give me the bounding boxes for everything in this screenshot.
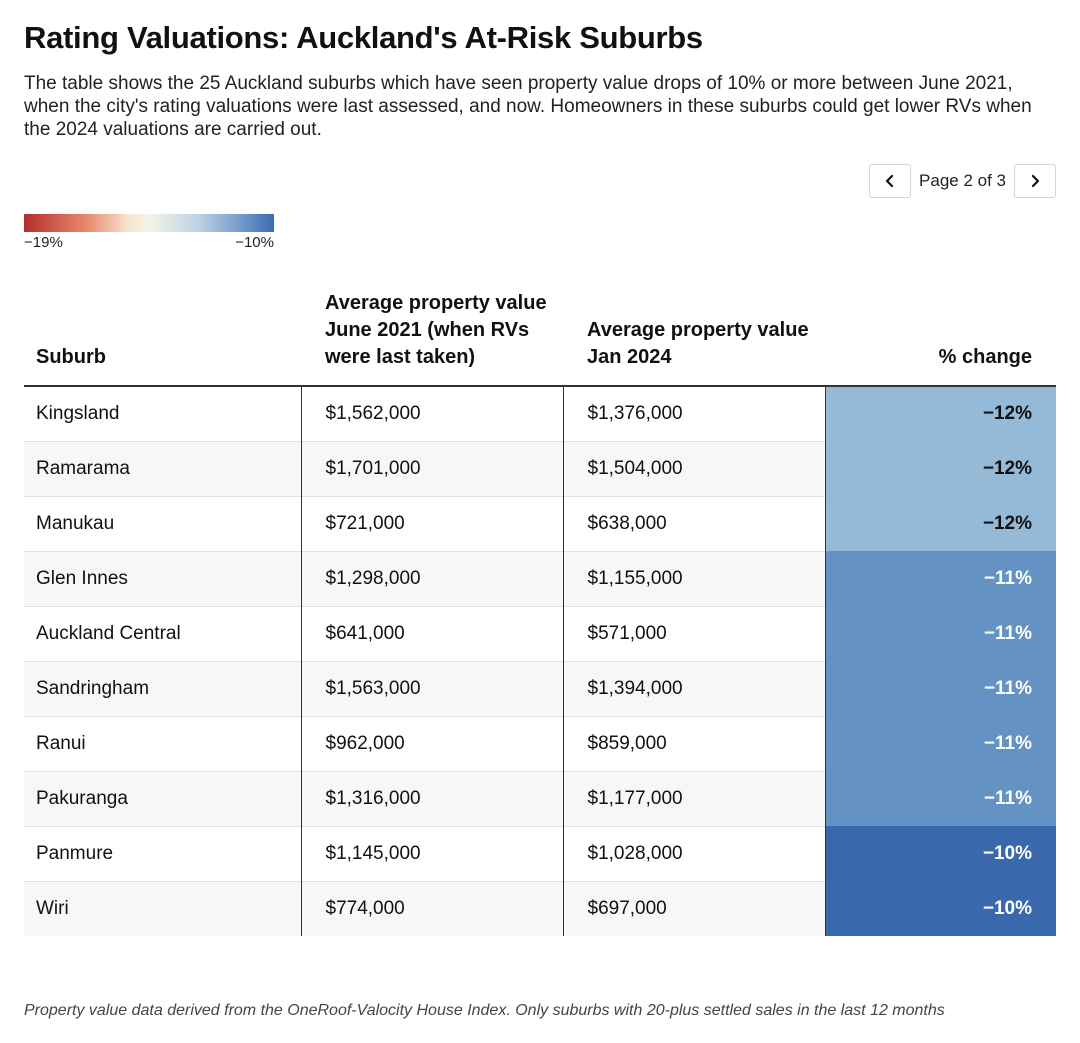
cell-june-2021-value: $1,298,000	[300, 550, 563, 606]
data-table: Suburb Average property value June 2021 …	[24, 290, 1056, 936]
cell-suburb: Manukau	[24, 495, 301, 551]
column-header-change[interactable]: % change	[825, 290, 1056, 387]
previous-page-button[interactable]	[869, 164, 912, 198]
cell-jan-2024-value: $1,504,000	[562, 440, 825, 496]
cell-percent-change: −11%	[824, 661, 1056, 716]
cell-percent-change: −10%	[824, 881, 1056, 936]
table-header-row: Suburb Average property value June 2021 …	[24, 290, 1056, 387]
cell-june-2021-value: $962,000	[300, 715, 563, 771]
table-body: Kingsland $1,562,000 $1,376,000 −12% Ramaram…	[24, 386, 1056, 936]
table-row: Auckland Central $641,000 $571,000 −11%	[24, 605, 1056, 661]
cell-june-2021-value: $1,316,000	[300, 770, 563, 826]
table-row: Kingsland $1,562,000 $1,376,000 −12%	[24, 386, 1056, 441]
cell-suburb: Wiri	[24, 880, 301, 936]
cell-jan-2024-value: $638,000	[562, 495, 825, 551]
page-indicator: Page 2 of 3	[919, 171, 1006, 190]
column-header-suburb[interactable]: Suburb	[24, 290, 301, 387]
cell-suburb: Pakuranga	[24, 770, 301, 826]
cell-jan-2024-value: $571,000	[562, 605, 825, 661]
table-row: Manukau $721,000 $638,000 −12%	[24, 495, 1056, 551]
cell-suburb: Panmure	[24, 825, 301, 881]
table-row: Ranui $962,000 $859,000 −11%	[24, 715, 1056, 771]
chevron-left-icon	[885, 174, 894, 188]
cell-suburb: Sandringham	[24, 660, 301, 716]
cell-percent-change: −12%	[824, 441, 1056, 496]
cell-june-2021-value: $641,000	[300, 605, 563, 661]
cell-jan-2024-value: $1,376,000	[562, 386, 825, 441]
cell-percent-change: −12%	[824, 496, 1056, 551]
cell-june-2021-value: $721,000	[300, 495, 563, 551]
cell-june-2021-value: $774,000	[300, 880, 563, 936]
cell-jan-2024-value: $859,000	[562, 715, 825, 771]
cell-june-2021-value: $1,562,000	[300, 386, 563, 441]
legend-min-label: −19%	[24, 234, 63, 251]
table-row: Pakuranga $1,316,000 $1,177,000 −11%	[24, 770, 1056, 826]
next-page-button[interactable]	[1014, 164, 1056, 198]
column-header-june-2021[interactable]: Average property value June 2021 (when R…	[301, 290, 563, 387]
page-subtitle: The table shows the 25 Auckland suburbs …	[24, 73, 1032, 140]
legend-max-label: −10%	[235, 234, 274, 251]
data-table-container: Suburb Average property value June 2021 …	[24, 290, 1056, 936]
footnote: Property value data derived from the One…	[24, 1002, 945, 1019]
cell-jan-2024-value: $1,028,000	[562, 825, 825, 881]
table-row: Glen Innes $1,298,000 $1,155,000 −11%	[24, 550, 1056, 606]
cell-percent-change: −11%	[824, 716, 1056, 771]
cell-suburb: Kingsland	[36, 402, 120, 424]
cell-june-2021-value: $1,145,000	[300, 825, 563, 881]
column-header-jan-2024[interactable]: Average property value Jan 2024	[563, 290, 825, 387]
cell-percent-change: −11%	[824, 606, 1056, 661]
cell-suburb: Ranui	[24, 715, 301, 771]
cell-jan-2024-value: $1,155,000	[562, 550, 825, 606]
table-row: Ramarama $1,701,000 $1,504,000 −12%	[24, 440, 1056, 496]
cell-suburb: Glen Innes	[24, 550, 301, 606]
cell-percent-change: −10%	[824, 826, 1056, 881]
cell-percent-change: −12%	[824, 386, 1056, 441]
pagination: Page 2 of 3	[869, 163, 1056, 199]
cell-suburb: Ramarama	[24, 440, 301, 496]
cell-june-2021-value: $1,563,000	[300, 660, 563, 716]
cell-jan-2024-value: $1,394,000	[562, 660, 825, 716]
page-title: Rating Valuations: Auckland's At-Risk Su…	[24, 20, 703, 55]
table-row: Sandringham $1,563,000 $1,394,000 −11%	[24, 660, 1056, 716]
color-legend: −19% −10%	[24, 214, 274, 251]
cell-june-2021-value: $1,701,000	[300, 440, 563, 496]
table-row: Wiri $774,000 $697,000 −10%	[24, 880, 1056, 936]
cell-percent-change: −11%	[824, 551, 1056, 606]
cell-jan-2024-value: $1,177,000	[562, 770, 825, 826]
legend-gradient-bar	[24, 214, 274, 232]
cell-jan-2024-value: $697,000	[562, 880, 825, 936]
chevron-right-icon	[1031, 174, 1040, 188]
cell-suburb: Auckland Central	[24, 605, 301, 661]
cell-percent-change: −11%	[824, 771, 1056, 826]
table-row: Panmure $1,145,000 $1,028,000 −10%	[24, 825, 1056, 881]
